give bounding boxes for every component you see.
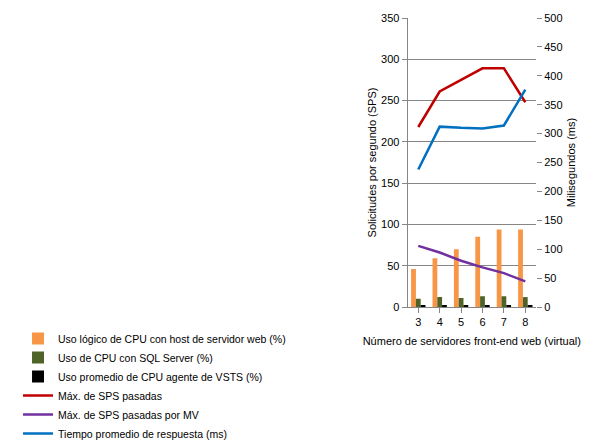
svg-text:150: 150 xyxy=(381,177,399,189)
svg-text:Máx. de SPS pasadas por MV: Máx. de SPS pasadas por MV xyxy=(58,409,199,421)
svg-text:400: 400 xyxy=(544,70,562,82)
svg-text:Uso lógico de CPU con host de: Uso lógico de CPU con host de servidor w… xyxy=(58,333,286,345)
svg-text:Número de servidores front-end: Número de servidores front-end web (virt… xyxy=(363,335,581,347)
svg-text:250: 250 xyxy=(544,156,562,168)
svg-text:50: 50 xyxy=(544,272,556,284)
svg-text:300: 300 xyxy=(544,127,562,139)
svg-text:8: 8 xyxy=(522,316,528,328)
svg-text:500: 500 xyxy=(544,12,562,24)
svg-text:Tiempo promedio de respuesta (: Tiempo promedio de respuesta (ms) xyxy=(58,428,227,440)
svg-text:300: 300 xyxy=(381,53,399,65)
svg-text:6: 6 xyxy=(479,316,485,328)
svg-text:350: 350 xyxy=(381,12,399,24)
svg-text:450: 450 xyxy=(544,41,562,53)
svg-text:250: 250 xyxy=(381,94,399,106)
svg-text:Máx. de SPS pasadas: Máx. de SPS pasadas xyxy=(58,390,162,402)
svg-text:100: 100 xyxy=(544,243,562,255)
svg-text:3: 3 xyxy=(415,316,421,328)
svg-text:Solicitudes por segundo (SPS): Solicitudes por segundo (SPS) xyxy=(366,88,378,238)
svg-text:200: 200 xyxy=(544,185,562,197)
svg-text:0: 0 xyxy=(393,301,399,313)
svg-text:200: 200 xyxy=(381,136,399,148)
svg-text:50: 50 xyxy=(387,260,399,272)
svg-text:150: 150 xyxy=(544,214,562,226)
svg-text:Uso promedio de CPU agente de: Uso promedio de CPU agente de VSTS (%) xyxy=(58,371,262,383)
svg-text:100: 100 xyxy=(381,218,399,230)
svg-text:Uso de CPU con SQL Server (%): Uso de CPU con SQL Server (%) xyxy=(58,352,213,364)
svg-text:Milisegundos (ms): Milisegundos (ms) xyxy=(565,118,577,207)
svg-text:350: 350 xyxy=(544,99,562,111)
svg-text:0: 0 xyxy=(544,301,550,313)
svg-text:4: 4 xyxy=(437,316,443,328)
svg-text:5: 5 xyxy=(458,316,464,328)
svg-text:7: 7 xyxy=(501,316,507,328)
